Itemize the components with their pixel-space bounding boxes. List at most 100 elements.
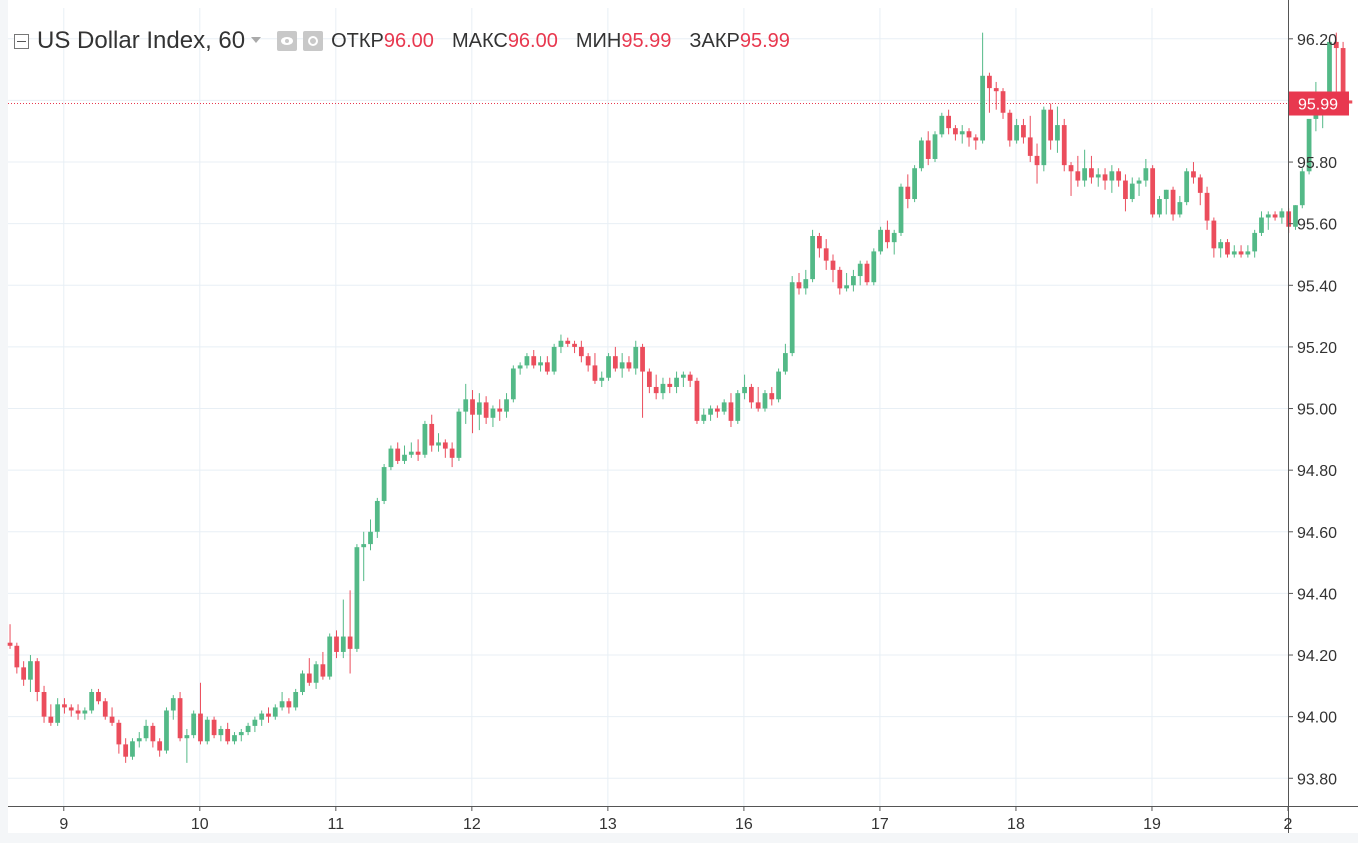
candle-body — [1238, 251, 1244, 255]
candle-body — [279, 701, 285, 708]
candle-body — [585, 356, 591, 366]
bottom-edge-panel — [0, 833, 1358, 843]
candle-body — [966, 131, 972, 138]
candle-body — [436, 442, 441, 446]
candle-body — [1184, 171, 1190, 203]
candle-body — [735, 393, 741, 421]
candle-body — [1014, 125, 1020, 141]
open-label: ОТКР — [331, 29, 384, 52]
price-tick-label: 94.80 — [1297, 463, 1337, 480]
candle-body — [286, 701, 292, 708]
candle-body — [1245, 251, 1251, 255]
candle-body — [470, 399, 475, 415]
candle-body — [34, 661, 40, 692]
candle-body — [1327, 41, 1332, 104]
candle-body — [898, 186, 904, 233]
candle-body — [517, 365, 523, 369]
time-tick-label: 18 — [1007, 816, 1025, 833]
candle-body — [755, 402, 761, 409]
candle-body — [177, 698, 183, 739]
low-value: 95.99 — [621, 29, 672, 52]
time-tick-label: 2 — [1284, 816, 1293, 833]
candle-body — [150, 725, 156, 742]
candle-body — [266, 713, 271, 717]
candle-body — [776, 371, 781, 400]
candle-body — [1027, 137, 1033, 156]
candle-body — [232, 735, 237, 742]
price-tick-label: 93.80 — [1297, 771, 1337, 788]
candle-body — [1136, 180, 1142, 184]
candle-body — [1197, 177, 1203, 193]
candle-body — [1191, 171, 1196, 178]
candle-body — [272, 707, 278, 717]
gear-icon[interactable] — [303, 31, 324, 51]
price-tick-label: 95.40 — [1297, 278, 1337, 295]
candle-body — [1129, 183, 1135, 200]
candle-body — [381, 467, 387, 501]
candle-body — [510, 368, 516, 400]
candle-body — [748, 386, 754, 403]
candle-body — [1000, 91, 1006, 113]
candle-body — [714, 408, 720, 412]
candle-body — [483, 402, 489, 418]
chart-legend: US Dollar Index, 60 ОТКР 96.00 МАКС 96.0… — [14, 26, 806, 56]
candle-body — [1109, 171, 1115, 181]
candle-body — [55, 704, 61, 723]
candle-body — [925, 140, 931, 159]
candle-body — [1102, 174, 1108, 181]
high-value: 96.00 — [507, 29, 558, 52]
candle-body — [252, 719, 258, 726]
candle-body — [456, 411, 462, 458]
candle-body — [238, 732, 244, 736]
time-tick-label: 9 — [59, 816, 68, 833]
candle-body — [1306, 118, 1312, 172]
eye-icon[interactable] — [277, 31, 298, 51]
candle-body — [89, 692, 95, 711]
candle-body — [374, 500, 380, 532]
candle-body — [1048, 109, 1054, 141]
candle-body — [708, 408, 713, 415]
candle-body — [524, 356, 530, 366]
candle-body — [48, 716, 54, 723]
candle-body — [919, 140, 924, 169]
candle-body — [75, 710, 81, 714]
candle-body — [143, 725, 149, 739]
price-tick-label: 94.60 — [1297, 525, 1337, 542]
candle-body — [293, 692, 299, 708]
candle-body — [1157, 199, 1162, 215]
time-tick-label: 13 — [599, 816, 617, 833]
candle-body — [544, 362, 550, 372]
candle-body — [953, 128, 958, 135]
candle-body — [851, 276, 856, 286]
candle-body — [578, 346, 584, 357]
symbol-title[interactable]: US Dollar Index, 60 — [37, 27, 246, 54]
candle-body — [857, 263, 863, 277]
price-tick-label: 94.00 — [1297, 710, 1337, 727]
candle-body — [1007, 112, 1013, 141]
candle-body — [640, 346, 645, 372]
time-tick-label: 10 — [191, 816, 209, 833]
candle-body — [1293, 205, 1298, 227]
candle-body — [1143, 168, 1149, 181]
candle-body — [959, 131, 965, 135]
candle-body — [558, 340, 564, 347]
candle-body — [504, 399, 509, 412]
candle-body — [1116, 171, 1122, 181]
candle-body — [334, 636, 339, 652]
candle-body — [667, 383, 673, 387]
candle-body — [932, 134, 938, 159]
chevron-down-icon[interactable] — [251, 37, 262, 43]
candle-body — [476, 402, 482, 415]
candle-body — [7, 642, 13, 646]
candle-body — [245, 725, 251, 733]
candle-body — [442, 442, 448, 449]
candle-body — [551, 346, 557, 372]
candle-body — [538, 362, 543, 366]
collapse-legend-icon[interactable] — [14, 33, 29, 49]
candle-body — [354, 547, 360, 649]
candle-body — [660, 383, 666, 394]
candle-body — [490, 408, 496, 418]
candle-body — [313, 664, 319, 683]
